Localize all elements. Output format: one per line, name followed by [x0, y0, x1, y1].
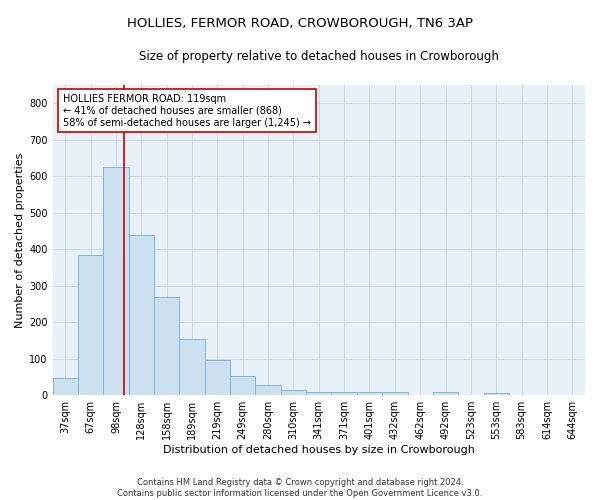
Text: HOLLIES FERMOR ROAD: 119sqm
← 41% of detached houses are smaller (868)
58% of se: HOLLIES FERMOR ROAD: 119sqm ← 41% of det…	[63, 94, 311, 128]
Bar	[154, 298, 179, 395]
Bar	[230, 376, 256, 395]
Bar	[306, 392, 331, 395]
Bar	[78, 254, 103, 395]
Bar	[382, 392, 407, 395]
Bar	[357, 392, 382, 395]
Text: HOLLIES, FERMOR ROAD, CROWBOROUGH, TN6 3AP: HOLLIES, FERMOR ROAD, CROWBOROUGH, TN6 3…	[127, 18, 473, 30]
Bar	[205, 360, 230, 395]
X-axis label: Distribution of detached houses by size in Crowborough: Distribution of detached houses by size …	[163, 445, 475, 455]
Bar	[433, 392, 458, 395]
Bar	[53, 378, 78, 395]
Bar	[256, 386, 281, 395]
Bar	[103, 167, 128, 395]
Text: Contains HM Land Registry data © Crown copyright and database right 2024.
Contai: Contains HM Land Registry data © Crown c…	[118, 478, 482, 498]
Bar	[179, 338, 205, 395]
Y-axis label: Number of detached properties: Number of detached properties	[15, 152, 25, 328]
Bar	[281, 390, 306, 395]
Bar	[128, 236, 154, 395]
Title: Size of property relative to detached houses in Crowborough: Size of property relative to detached ho…	[139, 50, 499, 63]
Bar	[331, 392, 357, 395]
Bar	[484, 392, 509, 395]
